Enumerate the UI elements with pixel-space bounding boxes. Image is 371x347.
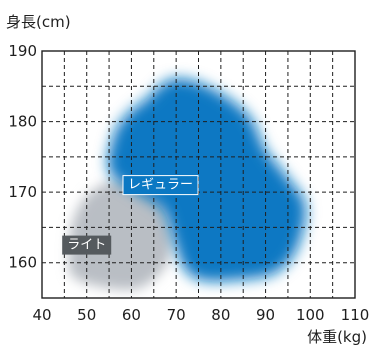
x-tick-label: 80 [211, 306, 230, 324]
plot-frame [41, 50, 356, 299]
region-label-text: ライト [67, 238, 106, 253]
regions [68, 78, 307, 290]
region-label-box [62, 235, 112, 255]
region-regular [107, 78, 307, 282]
x-tick-label: 50 [77, 306, 96, 324]
x-tick-label: 90 [256, 306, 275, 324]
y-axis-ticks: 160 170 180 190 [8, 42, 37, 272]
y-tick-label: 170 [8, 183, 37, 201]
x-tick-label: 40 [32, 306, 51, 324]
x-tick-label: 100 [296, 306, 325, 324]
plot-area [68, 78, 307, 290]
y-tick-label: 160 [8, 254, 37, 272]
grid [42, 51, 355, 298]
region-label-light: ライト [62, 235, 112, 255]
region-labels: ライト レギュラー [62, 175, 199, 255]
region-light [68, 178, 173, 290]
x-tick-label: 110 [341, 306, 370, 324]
region-label-box [122, 175, 199, 196]
y-axis-label: 身長(cm) [6, 13, 71, 31]
region-label-text: レギュラー [128, 178, 193, 193]
x-axis-label: 体重(kg) [307, 328, 367, 346]
y-tick-label: 180 [8, 113, 37, 131]
x-tick-label: 70 [167, 306, 186, 324]
x-axis-ticks: 40 50 60 70 80 90 100 110 [32, 306, 369, 324]
y-tick-label: 190 [8, 42, 37, 60]
region-label-regular: レギュラー [122, 175, 199, 196]
x-tick-label: 60 [122, 306, 141, 324]
